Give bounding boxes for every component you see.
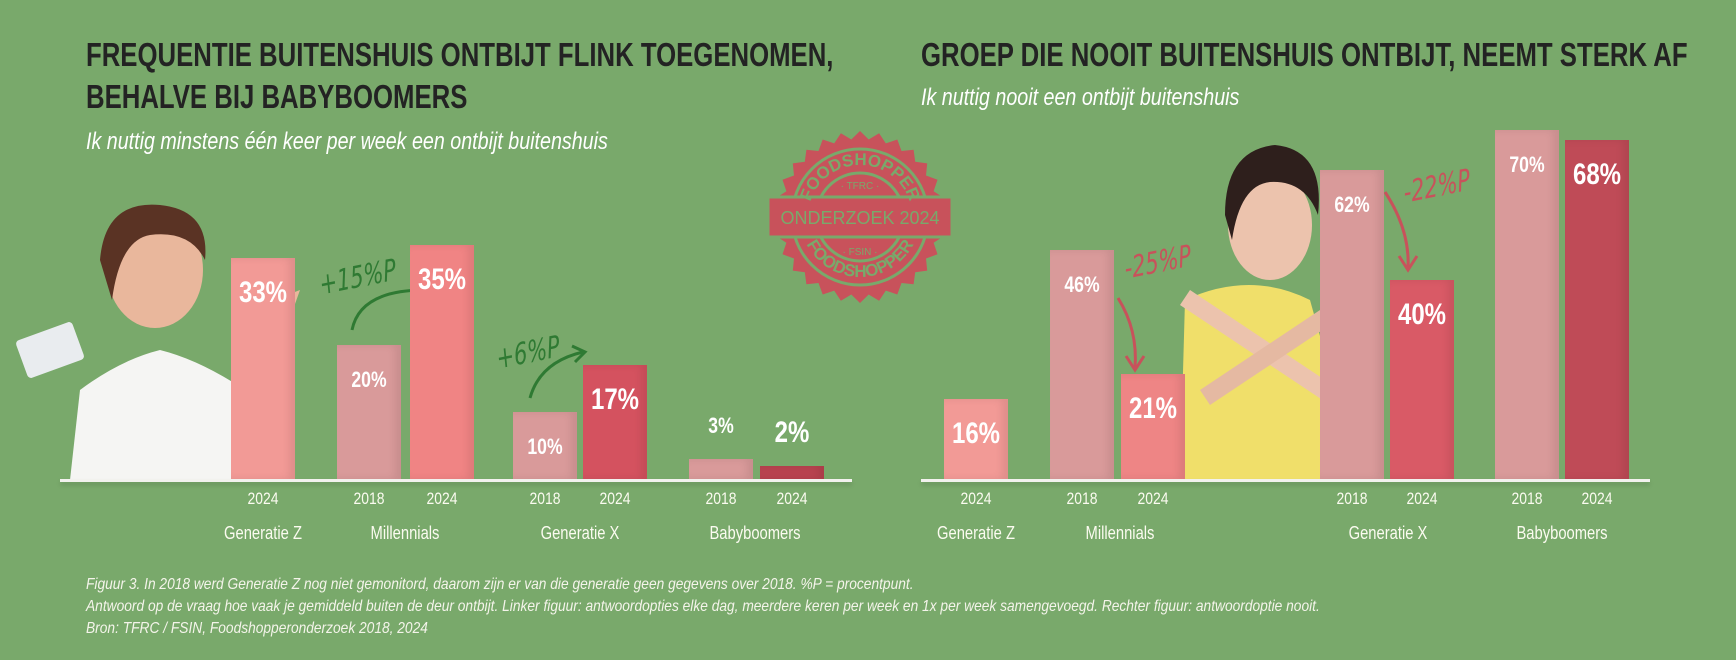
red-arrow-millennials: [1116, 297, 1137, 369]
value-label: 2%: [774, 415, 810, 449]
left-chart-subtitle: Ik nuttig minstens één keer per week een…: [86, 128, 608, 155]
group-label: Millennials: [370, 523, 440, 543]
caption-line-1: Figuur 3. In 2018 werd Generatie Z nog n…: [86, 576, 914, 593]
year-label: 2018: [1511, 489, 1543, 508]
bar-generatie-x-2024: [583, 365, 647, 479]
year-label: 2018: [1336, 489, 1368, 508]
year-label: 2018: [1066, 489, 1098, 508]
value-label: 35%: [417, 262, 467, 296]
bar-generatie-x-2024: [1390, 279, 1454, 479]
green-arrow-genx: [528, 350, 584, 399]
stamp-upper-small: · TFRC ·: [841, 181, 880, 192]
caption-line-2: Antwoord op de vraag hoe vaak je gemidde…: [86, 598, 1320, 615]
bar-millennials-2024: [410, 244, 474, 479]
right-chart-subtitle: Ik nuttig nooit een ontbijt buitenshuis: [921, 84, 1240, 111]
year-label: 2018: [529, 489, 561, 508]
value-label: 62%: [1334, 192, 1370, 218]
right-chart-title: GROEP DIE NOOIT BUITENSHUIS ONTBIJT, NEE…: [921, 36, 1688, 73]
group-label: Babyboomers: [1516, 523, 1608, 543]
year-label: 2024: [1581, 489, 1613, 508]
bar-millennials-2018: [1050, 249, 1114, 479]
bar-babyboomers-2024: [1565, 140, 1629, 479]
value-label: 21%: [1128, 392, 1178, 426]
bar-babyboomers-2024: [760, 465, 824, 479]
left-chart-title: FREQUENTIE BUITENSHUIS ONTBIJT FLINK TOE…: [86, 34, 833, 118]
year-label: 2024: [247, 489, 279, 508]
bar-millennials-2024: [1121, 374, 1185, 479]
year-label: 2024: [960, 489, 992, 508]
bar-babyboomers-2018: [1495, 130, 1559, 479]
value-label: 20%: [351, 367, 387, 392]
year-label: 2024: [599, 489, 631, 508]
bar-generatie-z-2024: [944, 399, 1008, 479]
red-arrow-genx: [1383, 191, 1410, 269]
bar-babyboomers-2018: [689, 458, 753, 479]
year-label: 2018: [705, 489, 737, 508]
bar-generatie-z-2024: [231, 257, 295, 479]
value-label: 3%: [708, 412, 734, 438]
year-label: 2018: [353, 489, 385, 508]
group-label: Generatie X: [1348, 523, 1428, 543]
stamp-lower-small: · FSIN ·: [843, 247, 878, 258]
value-label: 70%: [1509, 152, 1545, 178]
year-label: 2024: [426, 489, 458, 508]
stamp-band-text: ONDERZOEK 2024: [780, 208, 939, 228]
value-label: 68%: [1572, 158, 1622, 192]
group-label: Generatie Z: [937, 523, 1015, 543]
title-line-2: BEHALVE BIJ BABYBOOMERS: [86, 78, 468, 115]
bar-generatie-x-2018: [1320, 170, 1384, 479]
value-label: 40%: [1397, 297, 1447, 331]
value-label: 33%: [238, 275, 288, 309]
value-label: 16%: [951, 417, 1001, 451]
chart-baseline: [921, 479, 1650, 482]
title-line-1: FREQUENTIE BUITENSHUIS ONTBIJT FLINK TOE…: [86, 36, 834, 73]
group-label: Generatie X: [540, 523, 620, 543]
value-label: 46%: [1064, 271, 1100, 297]
year-label: 2024: [1137, 489, 1169, 508]
caption-line-3: Bron: TFRC / FSIN, Foodshopperonderzoek …: [86, 620, 428, 637]
group-label: Millennials: [1085, 523, 1155, 543]
group-label: Babyboomers: [709, 523, 801, 543]
group-label: Generatie Z: [224, 523, 302, 543]
year-label: 2024: [776, 489, 808, 508]
chart-baseline: [60, 479, 852, 482]
value-label: 17%: [590, 383, 640, 417]
bar-millennials-2018: [337, 345, 401, 479]
bar-generatie-x-2018: [513, 412, 577, 479]
value-label: 10%: [527, 434, 563, 459]
year-label: 2024: [1406, 489, 1438, 508]
